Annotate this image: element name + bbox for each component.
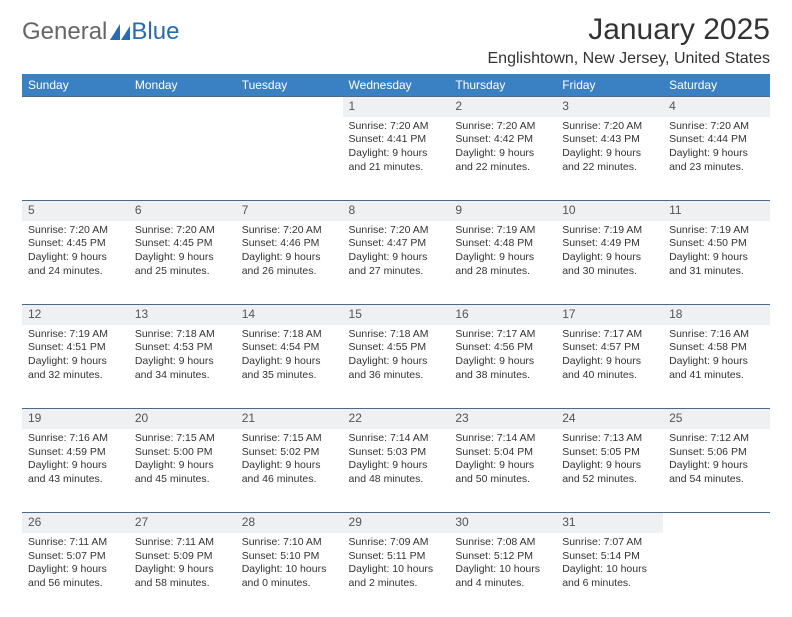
day-number-row: 567891011 [22, 201, 770, 221]
day-content-cell: Sunrise: 7:16 AMSunset: 4:58 PMDaylight:… [663, 325, 770, 409]
day-number-cell: 6 [129, 201, 236, 221]
day-number-cell: 26 [22, 513, 129, 533]
day-content-cell: Sunrise: 7:09 AMSunset: 5:11 PMDaylight:… [343, 533, 450, 617]
day-content-cell: Sunrise: 7:11 AMSunset: 5:07 PMDaylight:… [22, 533, 129, 617]
day-content-row: Sunrise: 7:20 AMSunset: 4:41 PMDaylight:… [22, 117, 770, 201]
day-content-cell: Sunrise: 7:18 AMSunset: 4:53 PMDaylight:… [129, 325, 236, 409]
day-content-cell: Sunrise: 7:15 AMSunset: 5:00 PMDaylight:… [129, 429, 236, 513]
month-title: January 2025 [488, 12, 771, 48]
day-content-cell: Sunrise: 7:20 AMSunset: 4:46 PMDaylight:… [236, 221, 343, 305]
day-number-row: 262728293031 [22, 513, 770, 533]
day-content-row: Sunrise: 7:16 AMSunset: 4:59 PMDaylight:… [22, 429, 770, 513]
day-content-cell: Sunrise: 7:14 AMSunset: 5:03 PMDaylight:… [343, 429, 450, 513]
day-number-cell: 19 [22, 409, 129, 429]
day-number-cell: 11 [663, 201, 770, 221]
day-number-cell: 29 [343, 513, 450, 533]
day-number-row: 19202122232425 [22, 409, 770, 429]
day-number-cell: 16 [449, 305, 556, 325]
day-content-cell: Sunrise: 7:20 AMSunset: 4:42 PMDaylight:… [449, 117, 556, 201]
day-number-cell: 8 [343, 201, 450, 221]
day-content-cell: Sunrise: 7:07 AMSunset: 5:14 PMDaylight:… [556, 533, 663, 617]
day-number-cell [22, 97, 129, 117]
logo-text-blue: Blue [131, 18, 179, 46]
day-content-row: Sunrise: 7:19 AMSunset: 4:51 PMDaylight:… [22, 325, 770, 409]
day-number-cell: 12 [22, 305, 129, 325]
day-number-cell: 4 [663, 97, 770, 117]
day-content-cell: Sunrise: 7:11 AMSunset: 5:09 PMDaylight:… [129, 533, 236, 617]
page-header: General Blue January 2025 Englishtown, N… [22, 12, 770, 68]
day-content-cell: Sunrise: 7:15 AMSunset: 5:02 PMDaylight:… [236, 429, 343, 513]
day-number-cell: 31 [556, 513, 663, 533]
day-content-cell: Sunrise: 7:08 AMSunset: 5:12 PMDaylight:… [449, 533, 556, 617]
day-content-cell: Sunrise: 7:14 AMSunset: 5:04 PMDaylight:… [449, 429, 556, 513]
day-content-cell: Sunrise: 7:17 AMSunset: 4:56 PMDaylight:… [449, 325, 556, 409]
weekday-header: Thursday [449, 74, 556, 97]
day-number-cell: 24 [556, 409, 663, 429]
day-number-cell: 10 [556, 201, 663, 221]
day-content-cell: Sunrise: 7:20 AMSunset: 4:43 PMDaylight:… [556, 117, 663, 201]
day-content-cell: Sunrise: 7:18 AMSunset: 4:54 PMDaylight:… [236, 325, 343, 409]
day-number-cell: 25 [663, 409, 770, 429]
day-number-cell: 2 [449, 97, 556, 117]
day-content-cell: Sunrise: 7:19 AMSunset: 4:51 PMDaylight:… [22, 325, 129, 409]
weekday-header: Saturday [663, 74, 770, 97]
day-content-cell: Sunrise: 7:18 AMSunset: 4:55 PMDaylight:… [343, 325, 450, 409]
day-number-cell [129, 97, 236, 117]
day-content-cell [663, 533, 770, 617]
brand-logo: General Blue [22, 18, 179, 46]
location-text: Englishtown, New Jersey, United States [488, 50, 771, 68]
day-number-cell: 9 [449, 201, 556, 221]
day-number-cell: 17 [556, 305, 663, 325]
day-number-cell: 14 [236, 305, 343, 325]
day-content-row: Sunrise: 7:11 AMSunset: 5:07 PMDaylight:… [22, 533, 770, 617]
day-number-cell: 1 [343, 97, 450, 117]
day-number-cell [663, 513, 770, 533]
day-content-cell: Sunrise: 7:20 AMSunset: 4:41 PMDaylight:… [343, 117, 450, 201]
day-content-cell: Sunrise: 7:10 AMSunset: 5:10 PMDaylight:… [236, 533, 343, 617]
day-number-cell: 5 [22, 201, 129, 221]
day-number-cell: 13 [129, 305, 236, 325]
day-content-cell: Sunrise: 7:20 AMSunset: 4:44 PMDaylight:… [663, 117, 770, 201]
day-content-cell: Sunrise: 7:17 AMSunset: 4:57 PMDaylight:… [556, 325, 663, 409]
calendar-table: Sunday Monday Tuesday Wednesday Thursday… [22, 74, 770, 617]
day-number-row: 12131415161718 [22, 305, 770, 325]
day-content-cell [22, 117, 129, 201]
day-content-cell [236, 117, 343, 201]
day-number-cell [236, 97, 343, 117]
day-number-cell: 3 [556, 97, 663, 117]
day-content-cell: Sunrise: 7:20 AMSunset: 4:47 PMDaylight:… [343, 221, 450, 305]
weekday-header-row: Sunday Monday Tuesday Wednesday Thursday… [22, 74, 770, 97]
day-number-cell: 28 [236, 513, 343, 533]
weekday-header: Monday [129, 74, 236, 97]
day-content-cell: Sunrise: 7:12 AMSunset: 5:06 PMDaylight:… [663, 429, 770, 513]
day-content-cell [129, 117, 236, 201]
day-number-cell: 21 [236, 409, 343, 429]
day-content-cell: Sunrise: 7:20 AMSunset: 4:45 PMDaylight:… [129, 221, 236, 305]
day-content-cell: Sunrise: 7:20 AMSunset: 4:45 PMDaylight:… [22, 221, 129, 305]
day-number-cell: 23 [449, 409, 556, 429]
day-content-cell: Sunrise: 7:13 AMSunset: 5:05 PMDaylight:… [556, 429, 663, 513]
logo-text-general: General [22, 18, 107, 46]
day-content-cell: Sunrise: 7:16 AMSunset: 4:59 PMDaylight:… [22, 429, 129, 513]
day-content-row: Sunrise: 7:20 AMSunset: 4:45 PMDaylight:… [22, 221, 770, 305]
weekday-header: Friday [556, 74, 663, 97]
calendar-page: General Blue January 2025 Englishtown, N… [0, 0, 792, 612]
day-content-cell: Sunrise: 7:19 AMSunset: 4:50 PMDaylight:… [663, 221, 770, 305]
title-block: January 2025 Englishtown, New Jersey, Un… [488, 12, 771, 68]
weekday-header: Wednesday [343, 74, 450, 97]
day-content-cell: Sunrise: 7:19 AMSunset: 4:48 PMDaylight:… [449, 221, 556, 305]
day-number-cell: 18 [663, 305, 770, 325]
day-content-cell: Sunrise: 7:19 AMSunset: 4:49 PMDaylight:… [556, 221, 663, 305]
day-number-cell: 7 [236, 201, 343, 221]
day-number-row: 1234 [22, 97, 770, 117]
day-number-cell: 20 [129, 409, 236, 429]
day-number-cell: 30 [449, 513, 556, 533]
weekday-header: Tuesday [236, 74, 343, 97]
weekday-header: Sunday [22, 74, 129, 97]
day-number-cell: 15 [343, 305, 450, 325]
day-number-cell: 27 [129, 513, 236, 533]
day-number-cell: 22 [343, 409, 450, 429]
logo-sail-icon [110, 24, 130, 40]
